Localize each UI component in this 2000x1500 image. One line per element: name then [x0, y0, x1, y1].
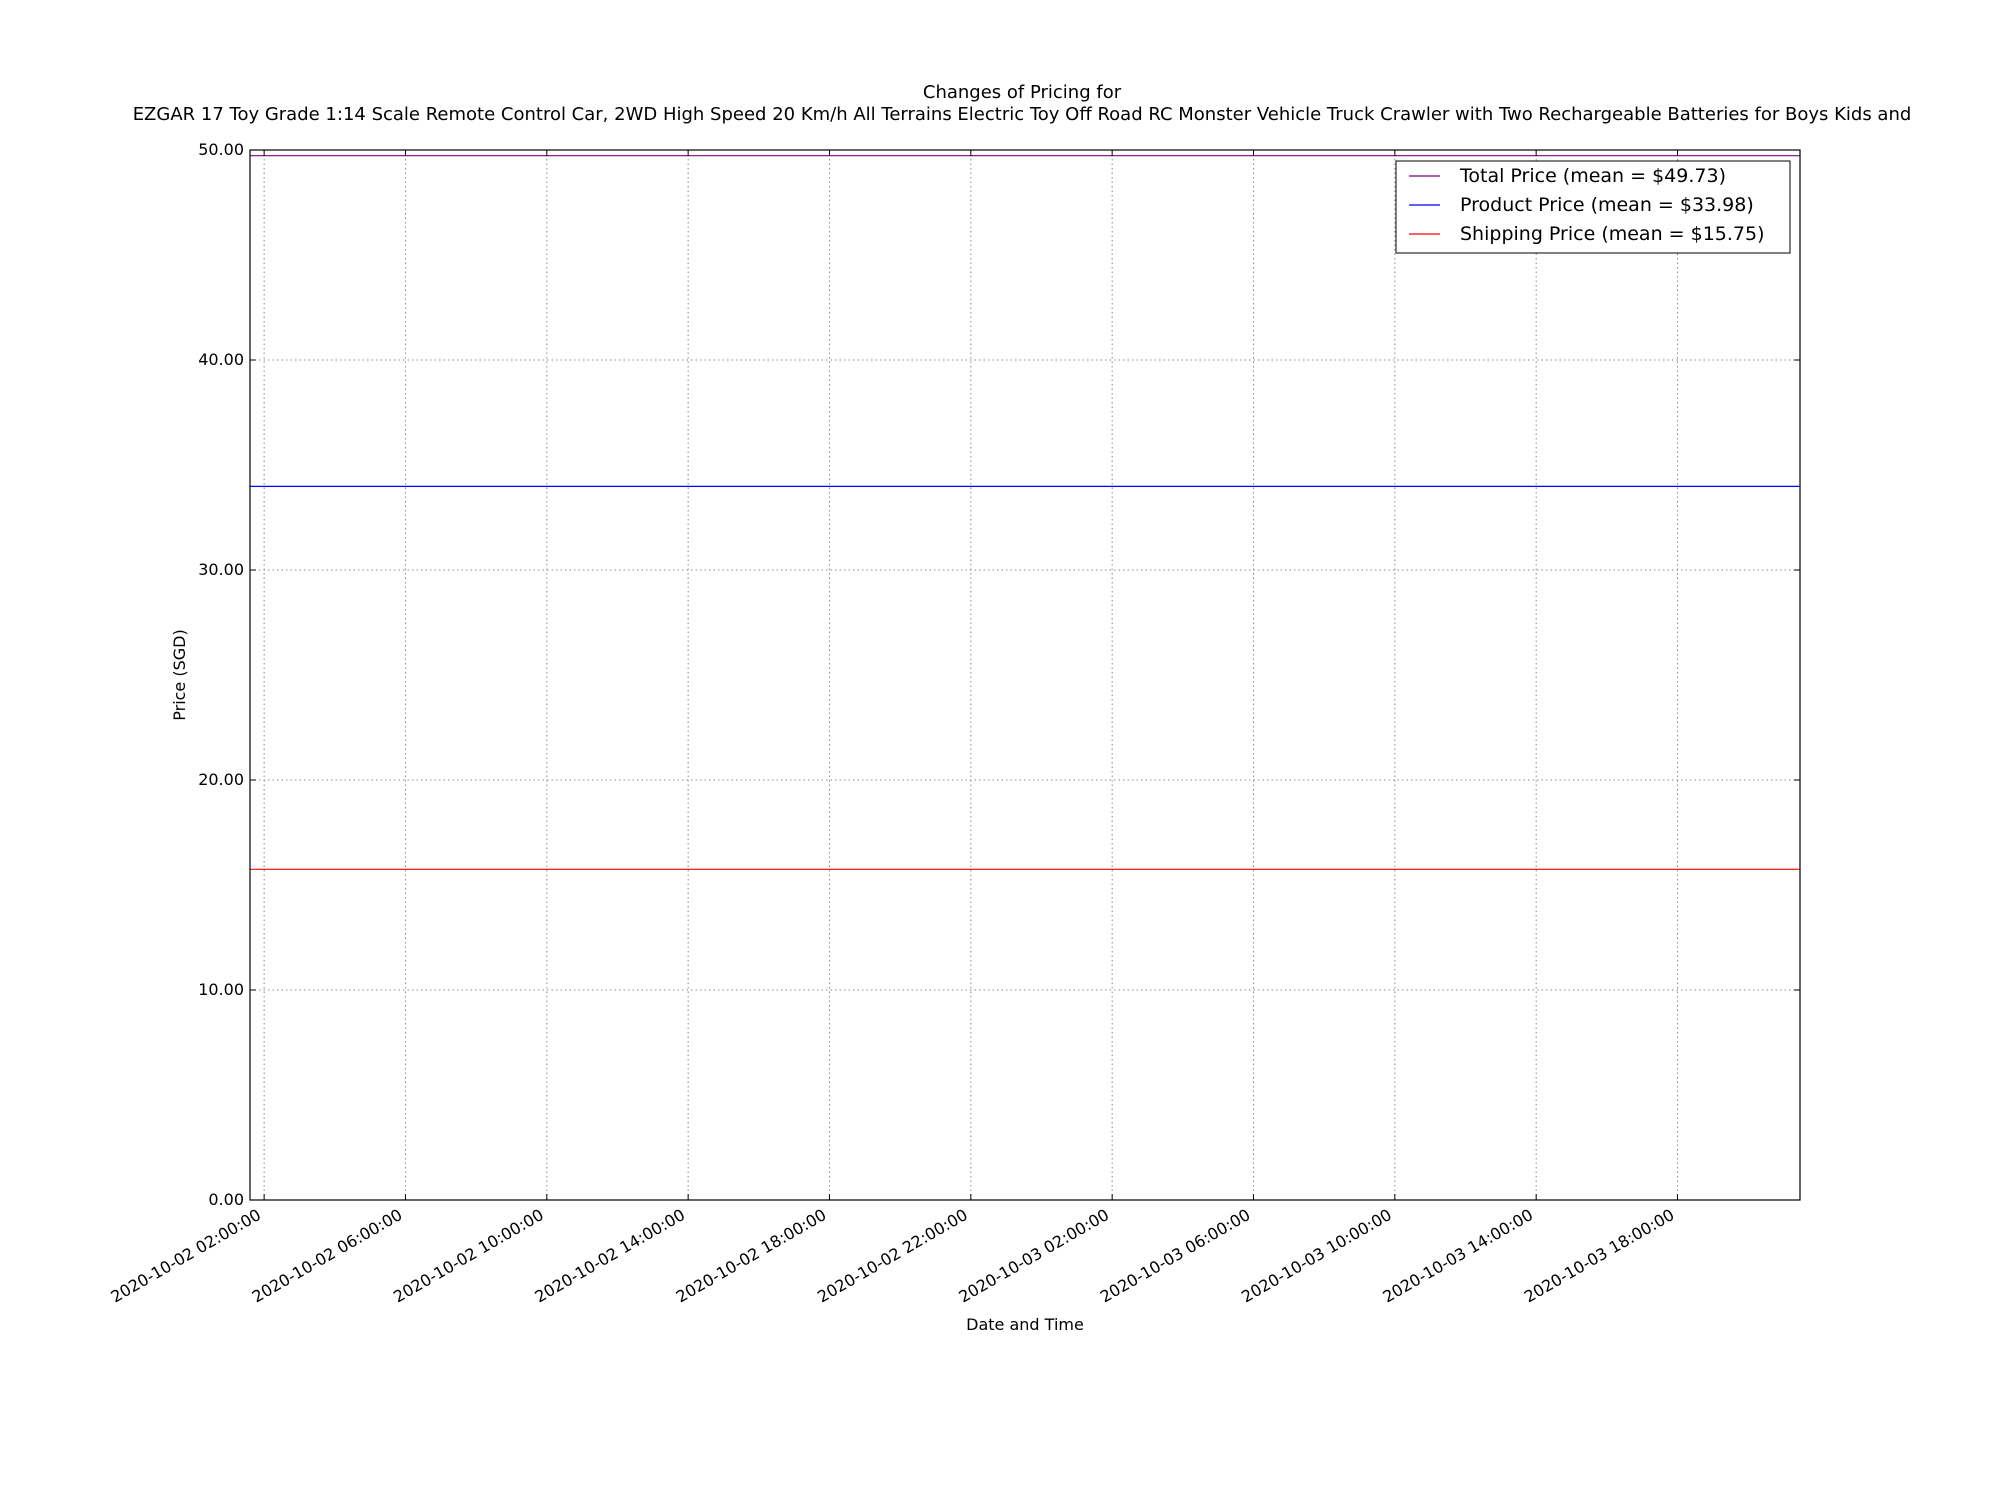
chart-subtitle: EZGAR 17 Toy Grade 1:14 Scale Remote Con…: [133, 104, 1912, 125]
y-axis-ticks: 0.00 10.00 20.00 30.00 40.00 50.00: [198, 140, 1800, 1209]
x-tick-label: 2020-10-02 10:00:00: [390, 1205, 547, 1306]
y-tick-label: 40.00: [198, 350, 244, 369]
x-tick-label: 2020-10-02 22:00:00: [814, 1205, 971, 1306]
y-tick-label: 50.00: [198, 140, 244, 159]
x-tick-label: 2020-10-03 18:00:00: [1521, 1205, 1678, 1306]
x-tick-label: 2020-10-02 18:00:00: [673, 1205, 830, 1306]
y-axis-label: Price (SGD): [170, 629, 189, 720]
chart-title: Changes of Pricing for: [923, 82, 1122, 103]
x-tick-label: 2020-10-02 02:00:00: [107, 1205, 264, 1306]
y-tick-label: 30.00: [198, 560, 244, 579]
y-tick-label: 20.00: [198, 770, 244, 789]
x-tick-label: 2020-10-03 14:00:00: [1380, 1205, 1537, 1306]
series-lines: [250, 155, 1800, 870]
x-axis-label: Date and Time: [966, 1315, 1084, 1334]
grid: [250, 149, 1800, 1201]
plot-frame: [249, 149, 1801, 1201]
x-tick-label: 2020-10-02 14:00:00: [531, 1205, 688, 1306]
legend: Total Price (mean = $49.73) Product Pric…: [1395, 160, 1791, 254]
y-tick-label: 0.00: [208, 1190, 244, 1209]
legend-label-shipping-price: Shipping Price (mean = $15.75): [1460, 223, 1765, 245]
legend-label-total-price: Total Price (mean = $49.73): [1459, 165, 1726, 187]
legend-label-product-price: Product Price (mean = $33.98): [1460, 194, 1754, 216]
x-tick-label: 2020-10-02 06:00:00: [249, 1205, 406, 1306]
legend-box: [1395, 160, 1791, 254]
x-tick-label: 2020-10-03 10:00:00: [1238, 1205, 1395, 1306]
x-tick-label: 2020-10-03 02:00:00: [955, 1205, 1112, 1306]
x-tick-label: 2020-10-03 06:00:00: [1097, 1205, 1254, 1306]
y-tick-label: 10.00: [198, 980, 244, 999]
